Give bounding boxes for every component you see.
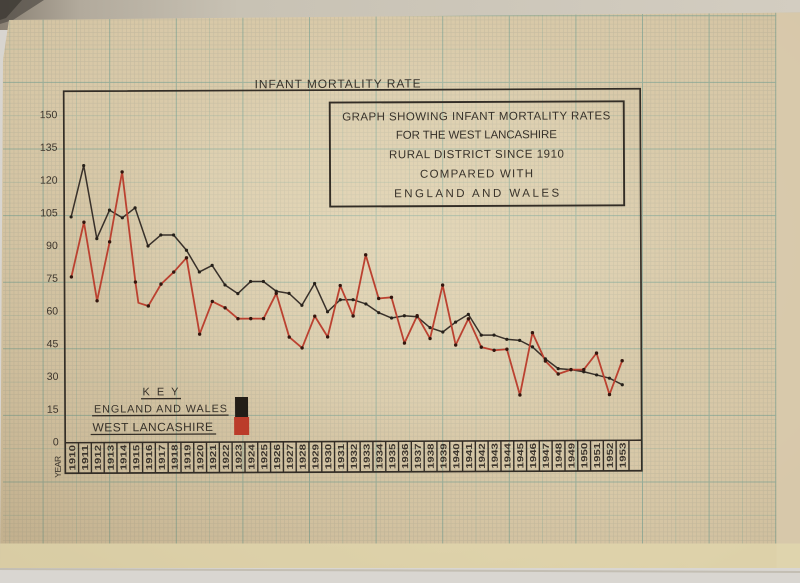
svg-text:0: 0 <box>53 436 59 448</box>
svg-text:1920: 1920 <box>195 444 205 470</box>
svg-text:INFANT MORTALITY RATE: INFANT MORTALITY RATE <box>255 76 421 91</box>
svg-text:1915: 1915 <box>131 445 141 471</box>
svg-text:1927: 1927 <box>285 444 295 470</box>
svg-text:30: 30 <box>47 371 59 383</box>
svg-text:KEY: KEY <box>142 386 179 398</box>
svg-text:1948: 1948 <box>554 443 564 469</box>
svg-text:75: 75 <box>46 273 58 285</box>
svg-text:1910: 1910 <box>67 445 77 471</box>
svg-text:1930: 1930 <box>323 444 333 470</box>
svg-text:1918: 1918 <box>170 444 180 470</box>
svg-text:1933: 1933 <box>362 444 372 470</box>
svg-text:45: 45 <box>47 338 59 350</box>
svg-text:15: 15 <box>47 404 59 416</box>
svg-text:1923: 1923 <box>234 444 244 470</box>
svg-text:1953: 1953 <box>618 442 628 468</box>
svg-text:1919: 1919 <box>182 444 192 470</box>
svg-text:1941: 1941 <box>464 443 474 469</box>
svg-text:RURAL DISTRICT SINCE 1910: RURAL DISTRICT SINCE 1910 <box>389 149 564 162</box>
svg-text:120: 120 <box>40 175 58 187</box>
svg-text:1946: 1946 <box>528 443 538 469</box>
svg-text:1924: 1924 <box>246 444 256 470</box>
svg-text:1937: 1937 <box>413 443 423 469</box>
svg-text:1938: 1938 <box>426 443 436 469</box>
svg-text:GRAPH SHOWING INFANT MORTALITY: GRAPH SHOWING INFANT MORTALITY RATES <box>342 110 610 123</box>
svg-text:1947: 1947 <box>541 443 551 469</box>
svg-text:1916: 1916 <box>144 445 154 471</box>
svg-text:1944: 1944 <box>502 443 512 469</box>
svg-text:1922: 1922 <box>221 444 231 470</box>
svg-text:1932: 1932 <box>349 444 359 470</box>
svg-text:1950: 1950 <box>579 443 589 469</box>
svg-text:1912: 1912 <box>93 445 103 471</box>
svg-text:1943: 1943 <box>490 443 500 469</box>
svg-text:1917: 1917 <box>157 444 167 470</box>
svg-text:1925: 1925 <box>259 444 269 470</box>
svg-text:1931: 1931 <box>336 444 346 470</box>
svg-text:1945: 1945 <box>515 443 525 469</box>
svg-text:1911: 1911 <box>80 445 90 471</box>
svg-text:1929: 1929 <box>310 444 320 470</box>
svg-text:ENGLAND AND WALES: ENGLAND AND WALES <box>94 403 227 416</box>
svg-text:1926: 1926 <box>272 444 282 470</box>
svg-text:1936: 1936 <box>400 443 410 469</box>
svg-text:COMPARED WITH: COMPARED WITH <box>420 168 533 180</box>
svg-text:90: 90 <box>46 240 58 252</box>
svg-text:WEST LANCASHIRE: WEST LANCASHIRE <box>93 420 214 435</box>
svg-text:FOR THE WEST LANCASHIRE: FOR THE WEST LANCASHIRE <box>396 129 557 142</box>
svg-text:1952: 1952 <box>605 443 615 469</box>
svg-text:ENGLAND AND WALES: ENGLAND AND WALES <box>394 188 559 201</box>
svg-text:1928: 1928 <box>298 444 308 470</box>
svg-text:1939: 1939 <box>438 443 448 469</box>
svg-text:1913: 1913 <box>106 445 116 471</box>
svg-text:1921: 1921 <box>208 444 218 470</box>
svg-text:105: 105 <box>40 207 58 219</box>
svg-text:60: 60 <box>46 305 58 317</box>
svg-text:YEAR: YEAR <box>53 456 63 478</box>
svg-text:150: 150 <box>40 109 58 121</box>
svg-text:1942: 1942 <box>477 443 487 469</box>
svg-text:1951: 1951 <box>592 443 602 469</box>
svg-text:135: 135 <box>40 142 58 154</box>
svg-text:1940: 1940 <box>451 443 461 469</box>
svg-text:1934: 1934 <box>374 444 384 470</box>
svg-text:1914: 1914 <box>118 445 128 471</box>
svg-text:1949: 1949 <box>566 443 576 469</box>
svg-text:1935: 1935 <box>387 443 397 469</box>
